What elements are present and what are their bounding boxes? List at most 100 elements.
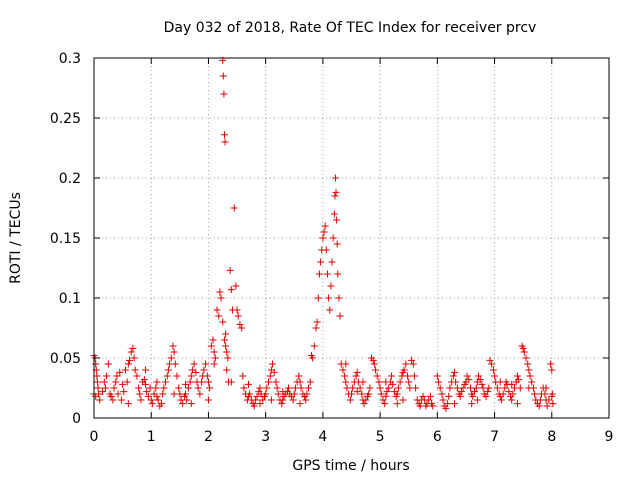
y-tick-label: 0.15 [50,231,81,247]
x-tick-label: 9 [605,429,614,445]
data-point [163,372,171,380]
x-tick-label: 0 [90,429,99,445]
data-point [99,388,107,396]
data-point [232,282,240,290]
data-point [327,282,335,290]
data-point [240,384,248,392]
x-tick-label: 6 [433,429,442,445]
data-point [412,384,420,392]
data-point [142,380,149,388]
data-point [515,376,523,384]
data-point [369,356,377,364]
data-point [393,390,401,398]
data-point [219,318,227,326]
data-point [152,384,160,392]
data-point [365,390,373,398]
y-tick-label: 0 [72,411,81,427]
data-point [375,378,383,386]
data-point [303,390,311,398]
data-point [426,392,434,400]
data-point [531,390,539,398]
data-point [336,312,344,320]
x-tick-labels: 0 1 2 3 4 5 6 7 8 9 [90,429,614,445]
data-point [171,360,179,368]
data-point [493,384,501,392]
data-point [289,396,297,404]
data-point [370,360,378,368]
data-point [436,384,444,392]
data-point [167,354,175,362]
data-point [270,368,278,376]
data-point [389,380,397,388]
data-point [250,402,258,410]
data-point [207,342,215,350]
data-point [154,396,162,404]
data-point [509,390,517,398]
data-point [323,270,331,278]
data-point [353,388,361,396]
data-point [125,356,133,364]
data-point [204,396,212,404]
data-point [452,378,460,386]
data-point [179,400,187,408]
data-point [549,400,557,408]
data-point [187,372,195,380]
data-point [356,384,364,392]
data-point [400,366,408,374]
data-point [93,372,101,380]
data-point [358,390,366,398]
data-point [331,192,339,200]
data-point [313,318,321,326]
data-point [385,384,393,392]
data-point [302,396,310,404]
data-point [484,388,492,396]
data-point [496,378,504,386]
data-point [144,392,152,400]
data-point [296,400,304,408]
data-point [329,234,337,242]
data-point [349,384,357,392]
data-point [213,306,221,314]
data-point [94,384,102,392]
data-point [100,378,108,386]
data-point [124,400,132,408]
data-point [402,360,410,368]
data-point [442,404,450,412]
data-point [513,400,521,408]
data-point [408,356,416,364]
data-point [274,390,282,398]
data-point [198,378,206,386]
data-point [186,378,194,386]
data-point [333,240,341,248]
data-point [399,396,407,404]
x-tick-label: 7 [490,429,499,445]
data-point [476,376,484,384]
data-point [404,372,412,380]
data-point [169,342,177,350]
data-point [204,378,212,386]
data-point [315,270,323,278]
data-point [519,344,527,352]
data-point [499,390,507,398]
data-point [326,306,334,314]
data-point [342,360,350,368]
data-point [227,286,235,294]
data-point [439,396,447,404]
data-point [542,384,550,392]
data-point [525,384,533,392]
data-point [429,402,437,410]
data-point [473,396,481,404]
data-point [471,388,479,396]
data-point [234,312,242,320]
y-tick-label: 0.3 [59,51,81,67]
data-point [449,372,457,380]
data-point [528,378,536,386]
data-point [342,378,350,386]
data-point [273,384,281,392]
data-point [451,368,458,376]
data-point [319,234,327,242]
data-point [256,384,264,392]
data-point [220,90,228,98]
data-point [328,258,336,266]
data-point [451,400,458,408]
